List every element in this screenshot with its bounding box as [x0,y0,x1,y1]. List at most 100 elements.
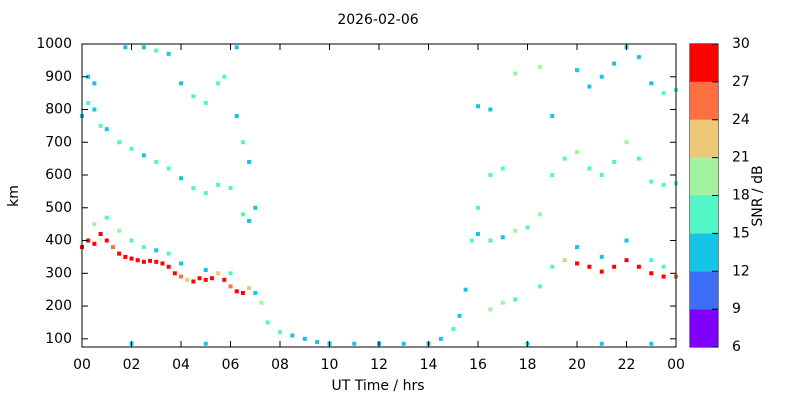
data-point [179,81,183,86]
data-point [129,146,134,151]
data-point [513,71,518,76]
colorbar-tick-label: 21 [732,150,750,166]
data-point [141,259,146,264]
colorbar-tick-label: 6 [732,339,741,355]
data-point [500,166,505,171]
data-point [154,48,159,53]
colorbar-bin [690,271,718,310]
data-point [463,287,468,292]
data-point [234,114,239,119]
data-point [661,182,666,187]
data-point [476,104,480,109]
data-point [141,153,146,158]
data-point [253,205,258,210]
data-point [166,51,171,56]
data-point [160,261,165,266]
data-point [315,340,320,345]
data-point [599,269,604,274]
data-point [185,277,190,282]
data-point [259,300,264,305]
data-point [154,248,159,253]
data-point [649,179,654,184]
colorbar-label: SNR / dB [750,165,766,226]
x-tick-label: 18 [519,357,537,373]
colorbar-bin [690,195,718,234]
data-point [612,159,617,164]
data-point [104,215,109,220]
data-point [513,297,518,302]
y-tick-label: 400 [45,233,72,249]
colorbar-bin [690,233,718,272]
data-point [86,238,91,243]
plot-frame [81,43,677,348]
data-point [222,277,227,282]
data-point [500,235,505,240]
y-tick-label: 200 [45,298,72,314]
data-point [216,81,221,86]
data-point [661,264,666,269]
y-tick-label: 100 [45,331,72,347]
data-point [129,238,134,243]
data-point [216,182,221,187]
y-tick-label: 300 [45,265,72,281]
data-point [92,222,97,227]
data-point [624,140,629,145]
data-point [599,173,604,178]
data-point [222,74,227,79]
data-point [166,264,171,269]
data-point [488,107,493,112]
data-point [550,173,555,178]
data-point [117,251,122,256]
data-point [203,100,208,105]
data-point [92,81,97,86]
data-point [624,238,629,243]
data-point [488,238,493,243]
data-point [401,341,406,346]
data-point [191,94,196,99]
colorbar-bin [690,157,718,196]
x-tick-label: 16 [469,357,487,373]
data-point [154,259,159,264]
data-point [599,341,604,346]
x-tick-label: 20 [568,357,586,373]
data-point [166,251,171,256]
data-point [247,286,252,291]
data-point [203,191,208,196]
data-point [203,341,208,346]
colorbar-tick-label: 15 [732,225,750,241]
colorbar-tick-label: 27 [732,74,750,90]
data-point [500,300,505,305]
colorbar-bin [690,81,718,120]
data-point [476,205,480,210]
data-point [247,218,252,223]
data-point [469,238,474,243]
x-tick-label: 06 [222,357,240,373]
data-point [141,45,146,50]
data-point [575,245,579,250]
y-tick-label: 500 [45,200,72,216]
data-point [234,289,239,294]
data-point [172,271,177,276]
colorbar-bin [690,119,718,158]
data-point [488,307,493,312]
data-point [537,212,542,217]
data-point [612,264,617,269]
data-point [488,173,493,178]
data-point [135,258,140,263]
data-point [562,258,567,263]
data-point [240,290,245,295]
data-point [612,61,617,66]
data-point [649,258,654,263]
x-tick-label: 04 [172,357,190,373]
data-point [98,231,103,236]
data-point [141,245,146,250]
data-point [86,74,91,79]
colorbar-tick-label: 24 [732,112,750,128]
data-point [587,84,592,89]
x-tick-label: 22 [618,357,636,373]
data-point [599,74,604,79]
data-point [123,45,128,50]
data-point [203,277,208,282]
x-axis-label: UT Time / hrs [331,378,424,394]
